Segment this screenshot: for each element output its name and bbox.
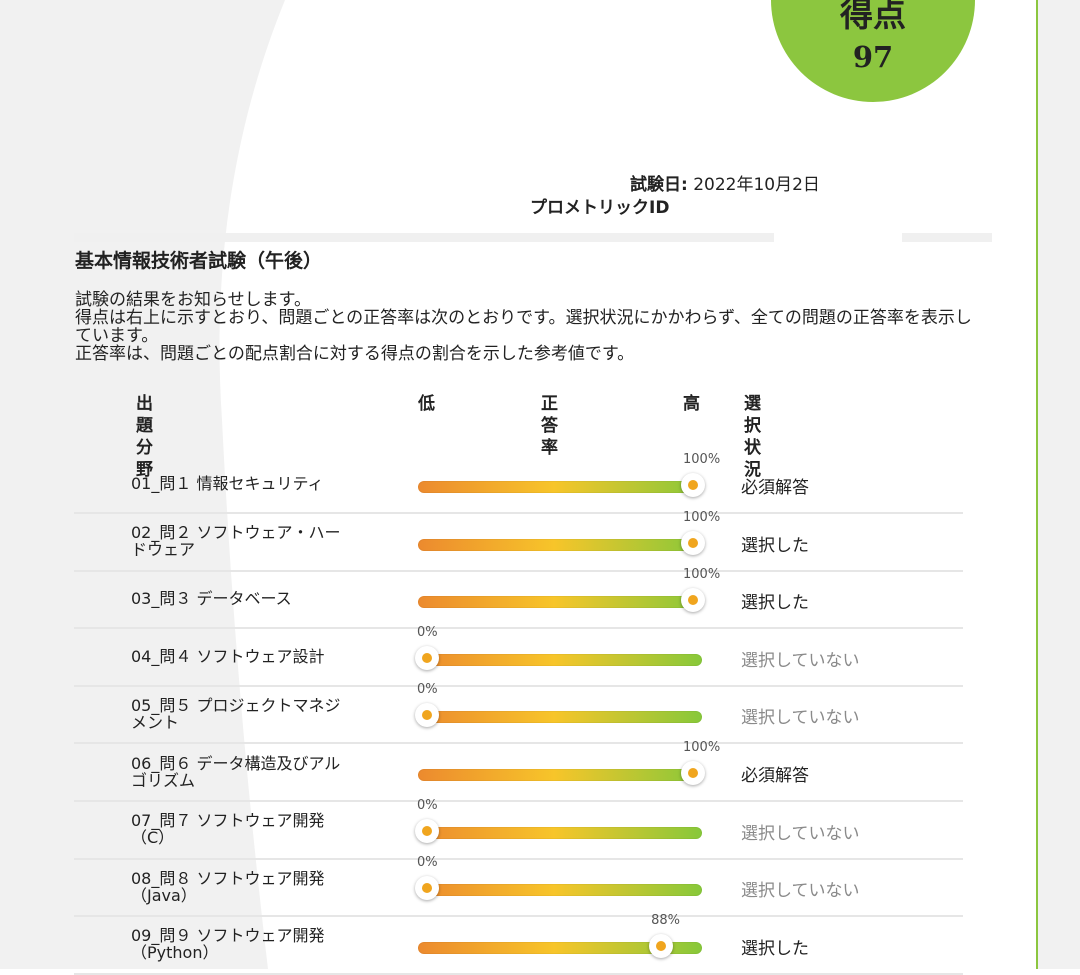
category-label: 05_問５ プロジェクトマネジメント — [131, 695, 341, 732]
percent-label: 100% — [683, 740, 721, 755]
header-high: 高 — [683, 394, 700, 414]
rate-bar — [418, 884, 702, 897]
rate-bar — [418, 596, 702, 609]
category-label: 08_問８ ソフトウェア開発（Java） — [131, 868, 325, 905]
percent-label: 100% — [683, 509, 721, 525]
selection-status: 選択した — [741, 535, 809, 556]
rate-bar — [418, 826, 702, 839]
rate-marker — [415, 645, 439, 670]
rate-bar — [418, 481, 702, 493]
selection-status: 選択していない — [741, 650, 860, 671]
intro-line: 正答率は、問題ごとの配点割合に対する得点の割合を示した参考値です。 — [75, 344, 635, 364]
prometric-id-label: プロメトリックID — [530, 198, 670, 218]
right-page-margin — [1036, 0, 1080, 969]
rate-marker — [681, 761, 705, 785]
category-label: 09_問９ ソフトウェア開発（Python） — [131, 926, 325, 963]
category-label: 02_問２ ソフトウェア・ハードウェア — [131, 523, 341, 560]
rate-bar — [418, 941, 702, 954]
table-row: 09_問９ ソフトウェア開発（Python） 88% 選択した — [74, 912, 963, 975]
selection-status: 選択していない — [741, 881, 860, 902]
rate-marker — [415, 876, 439, 901]
rate-marker — [649, 933, 674, 958]
selection-status: 選択していない — [741, 823, 860, 844]
header-low: 低 — [418, 394, 435, 414]
rate-marker — [681, 473, 705, 497]
table-row: 08_問８ ソフトウェア開発（Java） 0% 選択していない — [74, 855, 963, 918]
score-label: 得点 — [840, 0, 906, 34]
percent-label: 0% — [417, 855, 438, 871]
table-row: 01_問１ 情報セキュリティ 100% 必須解答 — [74, 452, 963, 514]
category-label: 04_問４ ソフトウェア設計 — [131, 646, 325, 666]
intro-line: 試験の結果をお知らせします。 — [75, 290, 311, 310]
intro-text: 試験の結果をお知らせします。 得点は右上に示すとおり、問題ごとの正答率は次のとお… — [75, 291, 975, 363]
percent-label: 0% — [417, 797, 438, 813]
table-row: 03_問３ データベース 100% 選択した — [74, 567, 963, 630]
table-row: 02_問２ ソフトウェア・ハードウェア 100% 選択した — [74, 509, 963, 572]
rate-marker — [681, 530, 705, 555]
table-row: 07_問７ ソフトウェア開発（C） 0% 選択していない — [74, 797, 963, 860]
intro-line: 得点は右上に示すとおり、問題ごとの正答率は次のとおりです。選択状況にかかわらず、… — [75, 308, 972, 346]
selection-status: 選択していない — [741, 708, 860, 729]
exam-date: 試験日: 2022年10月2日 — [630, 174, 820, 196]
category-label: 01_問１ 情報セキュリティ — [131, 474, 324, 493]
category-label: 07_問７ ソフトウェア開発（C） — [131, 811, 325, 848]
table-row: 06_問６ データ構造及びアルゴリズム 100% 必須解答 — [74, 740, 963, 802]
percent-label: 0% — [417, 682, 438, 698]
exam-date-value: 2022年10月2日 — [687, 175, 820, 195]
score-badge: 得点 97 — [771, 0, 975, 102]
selection-status: 選択した — [741, 938, 809, 959]
percent-label: 0% — [417, 624, 438, 640]
percent-label: 88% — [651, 912, 680, 928]
header-status: 選択状況 — [744, 394, 761, 480]
rate-bar — [418, 769, 702, 781]
rate-bar — [418, 653, 702, 666]
category-label: 06_問６ データ構造及びアルゴリズム — [131, 753, 341, 790]
rate-marker — [415, 818, 439, 843]
background-swoosh — [0, 0, 285, 969]
percent-label: 100% — [683, 567, 721, 583]
selection-status: 必須解答 — [741, 766, 809, 786]
table-row: 04_問４ ソフトウェア設計 0% 選択していない — [74, 624, 963, 687]
header-rate: 正答率 — [541, 394, 558, 458]
exam-title: 基本情報技術者試験（午後） — [75, 250, 323, 272]
category-label: 03_問３ データベース — [131, 589, 292, 609]
rate-marker — [415, 703, 439, 728]
divider — [74, 233, 992, 242]
header-category: 出題分野 — [136, 394, 153, 480]
percent-label: 100% — [683, 452, 721, 467]
table-row: 05_問５ プロジェクトマネジメント 0% 選択していない — [74, 682, 963, 745]
selection-status: 選択した — [741, 593, 809, 614]
exam-date-label: 試験日: — [630, 175, 688, 195]
rate-bar — [418, 711, 702, 724]
selection-status: 必須解答 — [741, 478, 809, 498]
rate-bar — [418, 538, 702, 551]
rate-marker — [681, 588, 705, 613]
score-value: 97 — [852, 40, 894, 74]
